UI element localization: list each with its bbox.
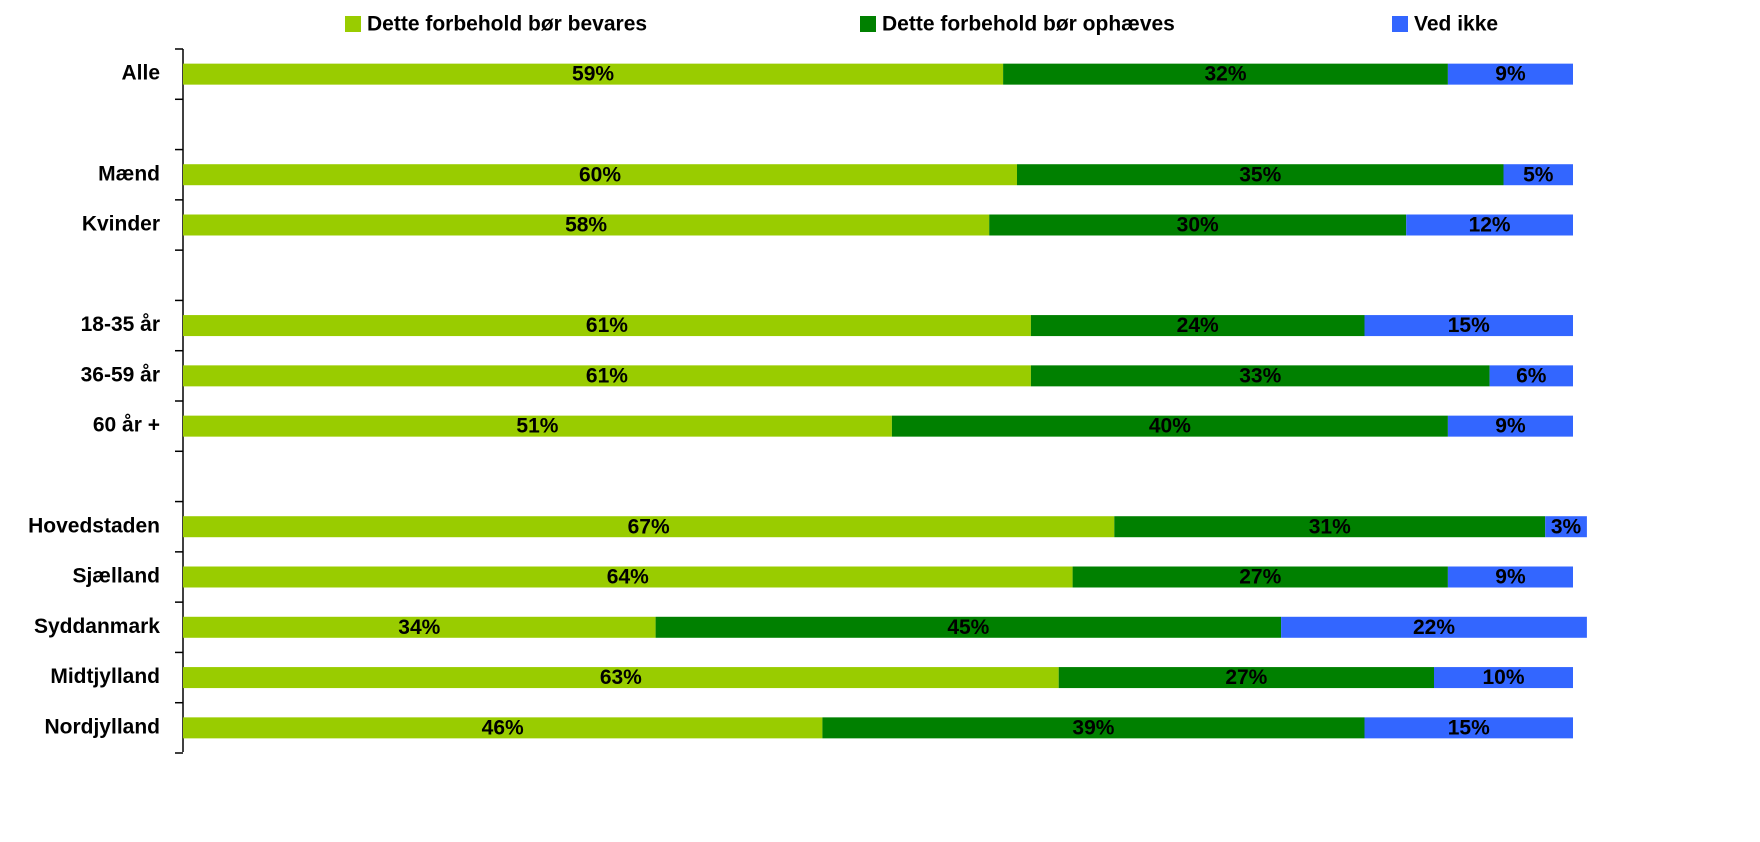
- bar-segment: [183, 415, 892, 437]
- data-label: 15%: [1448, 716, 1490, 739]
- y-tick-label: 36-59 år: [81, 363, 160, 386]
- bar-segment: [1447, 63, 1573, 85]
- data-label: 67%: [628, 515, 670, 538]
- data-label: 27%: [1239, 566, 1281, 589]
- data-label: 35%: [1239, 163, 1281, 186]
- bar-segment: [183, 365, 1031, 387]
- y-tick-label: Syddanmark: [34, 615, 160, 638]
- bar-segment: [183, 214, 990, 236]
- data-label: 10%: [1482, 666, 1524, 689]
- bar-segment: [183, 315, 1031, 337]
- bar-segment: [1406, 214, 1573, 236]
- bar-segment: [1489, 365, 1573, 387]
- bar-segment: [183, 717, 823, 739]
- y-tick-label: Nordjylland: [44, 715, 160, 738]
- data-label: 46%: [482, 716, 524, 739]
- legend-swatch: [345, 16, 361, 32]
- bar-segment: [183, 616, 656, 638]
- data-label: 6%: [1516, 364, 1547, 387]
- data-label: 9%: [1495, 415, 1526, 438]
- bar-segment: [1281, 616, 1587, 638]
- bar-segment: [1058, 667, 1434, 689]
- y-tick-label: 18-35 år: [81, 313, 160, 336]
- data-label: 60%: [579, 163, 621, 186]
- data-label: 61%: [586, 314, 628, 337]
- data-label: 61%: [586, 364, 628, 387]
- data-label: 45%: [947, 616, 989, 639]
- data-label: 22%: [1413, 616, 1455, 639]
- bar-segment: [1072, 566, 1448, 588]
- bar-segment: [1434, 667, 1573, 689]
- bar-segment: [183, 63, 1004, 85]
- bar-segment: [891, 415, 1448, 437]
- bar-segment: [1030, 365, 1490, 387]
- bar-segment: [1114, 516, 1546, 538]
- bar-segment: [1447, 566, 1573, 588]
- data-label: 63%: [600, 666, 642, 689]
- data-label: 64%: [607, 566, 649, 589]
- data-label: 31%: [1309, 515, 1351, 538]
- legend-label: Ved ikke: [1414, 13, 1498, 36]
- data-label: 24%: [1177, 314, 1219, 337]
- data-label: 9%: [1495, 63, 1526, 86]
- bar-segment: [989, 214, 1407, 236]
- bar-segment: [1003, 63, 1448, 85]
- y-tick-label: Alle: [121, 62, 160, 85]
- data-label: 32%: [1204, 63, 1246, 86]
- bar-segment: [183, 516, 1115, 538]
- y-tick-label: Sjælland: [72, 565, 160, 588]
- legend-swatch: [1392, 16, 1408, 32]
- data-label: 30%: [1177, 214, 1219, 237]
- data-label: 27%: [1225, 666, 1267, 689]
- data-label: 9%: [1495, 566, 1526, 589]
- data-label: 15%: [1448, 314, 1490, 337]
- bar-segment: [183, 164, 1017, 186]
- data-label: 3%: [1551, 515, 1582, 538]
- y-tick-label: Midtjylland: [50, 665, 160, 688]
- bar-segment: [1017, 164, 1504, 186]
- data-label: 59%: [572, 63, 614, 86]
- bar-segment: [1545, 516, 1587, 538]
- bar-segment: [655, 616, 1282, 638]
- legend-label: Dette forbehold bør bevares: [367, 13, 647, 36]
- data-label: 33%: [1239, 364, 1281, 387]
- legend-swatch: [860, 16, 876, 32]
- bar-segment: [1503, 164, 1573, 186]
- bar-segment: [1364, 717, 1573, 739]
- data-label: 5%: [1523, 163, 1554, 186]
- data-label: 34%: [398, 616, 440, 639]
- data-label: 58%: [565, 214, 607, 237]
- y-tick-label: Mænd: [98, 162, 160, 185]
- data-label: 51%: [516, 415, 558, 438]
- data-label: 12%: [1469, 214, 1511, 237]
- bar-segment: [183, 667, 1059, 689]
- y-tick-label: Kvinder: [82, 213, 160, 236]
- bar-segment: [1447, 415, 1573, 437]
- legend-label: Dette forbehold bør ophæves: [882, 13, 1175, 36]
- data-label: 39%: [1072, 716, 1114, 739]
- bar-segment: [1030, 315, 1365, 337]
- bar-segment: [822, 717, 1365, 739]
- y-tick-label: Hovedstaden: [28, 514, 160, 537]
- bar-segment: [1364, 315, 1573, 337]
- data-label: 40%: [1149, 415, 1191, 438]
- bar-segment: [183, 566, 1073, 588]
- y-tick-label: 60 år +: [93, 414, 160, 437]
